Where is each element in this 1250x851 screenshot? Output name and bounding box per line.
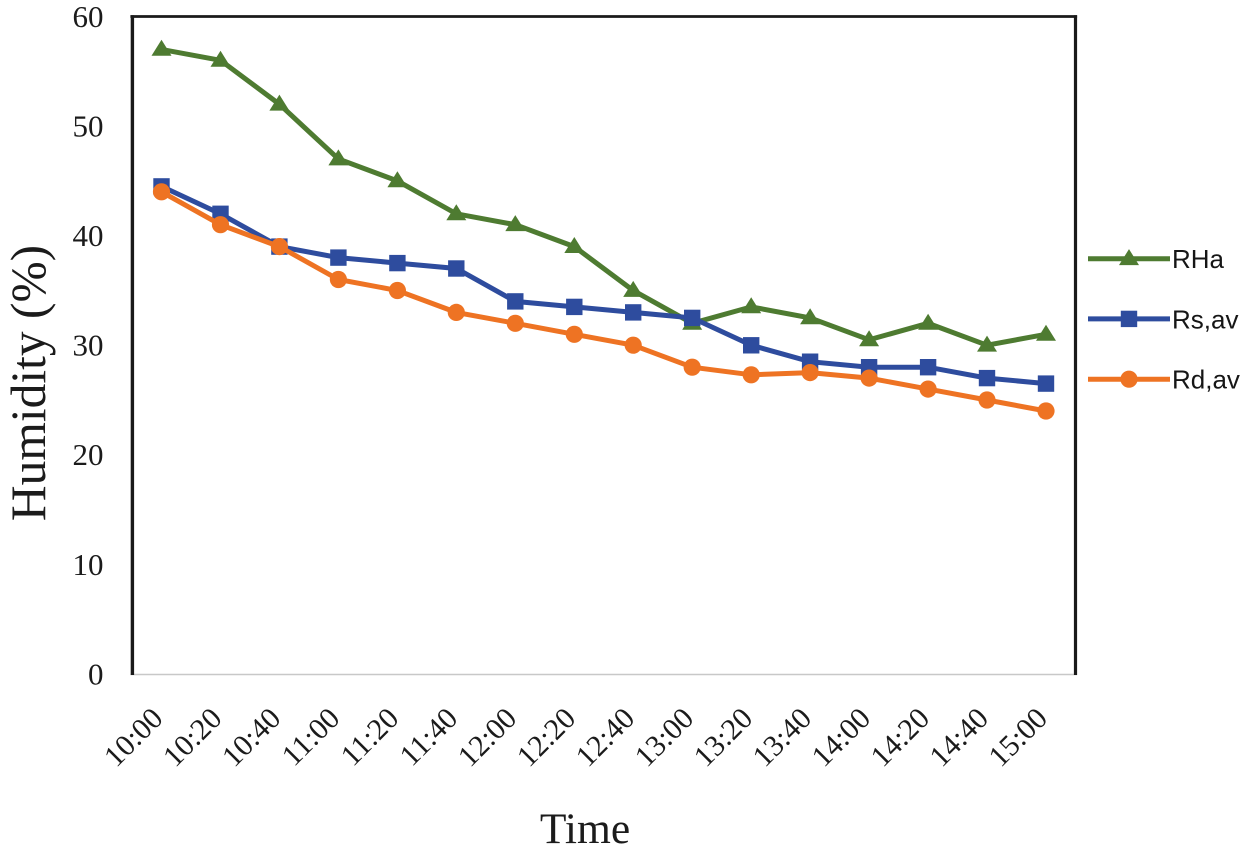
svg-text:Rd,av: Rd,av (1172, 365, 1240, 395)
svg-text:RHa: RHa (1172, 244, 1225, 274)
svg-text:10: 10 (73, 547, 104, 582)
svg-text:12:40: 12:40 (569, 702, 641, 774)
svg-text:12:20: 12:20 (511, 702, 583, 774)
svg-text:20: 20 (73, 437, 104, 472)
svg-text:0: 0 (88, 656, 104, 691)
svg-text:Rs,av: Rs,av (1172, 304, 1238, 334)
svg-text:10:00: 10:00 (98, 702, 170, 774)
svg-text:14:40: 14:40 (923, 702, 995, 774)
svg-text:Humidity (%): Humidity (%) (1, 245, 56, 521)
svg-text:14:20: 14:20 (864, 702, 936, 774)
svg-text:30: 30 (73, 328, 104, 363)
svg-text:11:40: 11:40 (393, 702, 464, 773)
svg-text:10:20: 10:20 (157, 702, 229, 774)
svg-text:11:20: 11:20 (334, 702, 405, 773)
svg-text:60: 60 (73, 0, 104, 34)
svg-text:14:00: 14:00 (805, 702, 877, 774)
svg-text:Time: Time (540, 805, 630, 851)
svg-text:40: 40 (73, 218, 104, 253)
svg-text:13:20: 13:20 (687, 702, 759, 774)
svg-text:11:00: 11:00 (275, 702, 346, 773)
svg-text:50: 50 (73, 109, 104, 144)
svg-text:13:00: 13:00 (628, 702, 700, 774)
svg-text:15:00: 15:00 (982, 702, 1054, 774)
svg-text:13:40: 13:40 (746, 702, 818, 774)
svg-text:12:00: 12:00 (452, 702, 524, 774)
svg-text:10:40: 10:40 (216, 702, 288, 774)
